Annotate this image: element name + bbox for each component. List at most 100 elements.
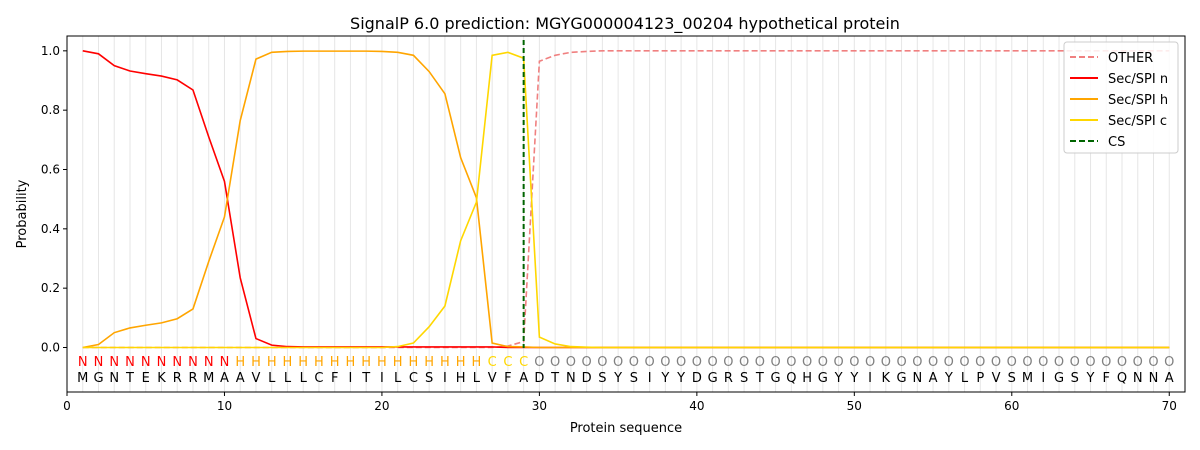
- region-label: O: [1164, 355, 1174, 370]
- residue-label: I: [380, 371, 384, 386]
- region-label: O: [692, 355, 702, 370]
- residue-label: N: [109, 371, 119, 386]
- region-label: H: [424, 355, 434, 370]
- residue-label: S: [598, 371, 606, 386]
- legend-label: CS: [1108, 135, 1125, 150]
- legend-label: Sec/SPI h: [1108, 93, 1168, 108]
- x-tick-label: 10: [217, 399, 232, 413]
- residue-label: F: [504, 371, 511, 386]
- region-label: H: [251, 355, 261, 370]
- residue-label: L: [961, 371, 969, 386]
- legend: OTHER Sec/SPI n Sec/SPI h Sec/SPI c CS: [1063, 41, 1179, 154]
- region-label: O: [645, 355, 655, 370]
- region-label: H: [346, 355, 356, 370]
- residue-label: F: [1103, 371, 1110, 386]
- y-tick-label: 0.2: [41, 281, 60, 295]
- region-label: O: [786, 355, 796, 370]
- region-label: O: [959, 355, 969, 370]
- residue-label: F: [331, 371, 338, 386]
- region-label: O: [1022, 355, 1032, 370]
- residue-label: C: [314, 371, 323, 386]
- residue-label: I: [868, 371, 872, 386]
- region-label: N: [188, 355, 198, 370]
- residue-label: C: [409, 371, 418, 386]
- series-line-sec-spi-n: [82, 50, 1170, 349]
- region-label: N: [204, 355, 214, 370]
- series-line-sec-spi-c: [82, 51, 1170, 349]
- residue-label: S: [1071, 371, 1079, 386]
- residue-label: V: [252, 371, 261, 386]
- region-label: H: [283, 355, 293, 370]
- region-label: H: [314, 355, 324, 370]
- region-label: O: [770, 355, 780, 370]
- region-label: N: [109, 355, 119, 370]
- region-label: N: [172, 355, 182, 370]
- residue-label: A: [220, 371, 229, 386]
- region-label: H: [361, 355, 371, 370]
- region-label: O: [928, 355, 938, 370]
- region-label: O: [881, 355, 891, 370]
- residue-label: S: [1008, 371, 1016, 386]
- residue-label: T: [125, 371, 134, 386]
- legend-label: OTHER: [1108, 51, 1153, 66]
- residue-label: P: [976, 371, 984, 386]
- region-label: O: [849, 355, 859, 370]
- residue-label: R: [188, 371, 197, 386]
- region-label: O: [707, 355, 717, 370]
- residue-label: Q: [786, 371, 796, 386]
- region-label: O: [597, 355, 607, 370]
- region-label: O: [1085, 355, 1095, 370]
- residue-label: I: [1041, 371, 1045, 386]
- y-tick-label: 0.8: [41, 103, 60, 117]
- residue-label: Y: [1086, 371, 1095, 386]
- residue-label: A: [519, 371, 528, 386]
- region-label: H: [393, 355, 403, 370]
- residue-label: G: [1054, 371, 1064, 386]
- y-tick-label: 0.4: [41, 222, 60, 236]
- region-label: H: [472, 355, 482, 370]
- x-tick-label: 40: [689, 399, 704, 413]
- residue-label: Q: [1117, 371, 1127, 386]
- residue-label: D: [534, 371, 544, 386]
- region-label: O: [944, 355, 954, 370]
- region-label: O: [1070, 355, 1080, 370]
- residue-label: T: [755, 371, 764, 386]
- region-label: O: [566, 355, 576, 370]
- region-label: O: [1148, 355, 1158, 370]
- y-tick-label: 1.0: [41, 44, 60, 58]
- region-label: O: [534, 355, 544, 370]
- region-label: O: [912, 355, 922, 370]
- region-label: O: [613, 355, 623, 370]
- region-label: N: [94, 355, 104, 370]
- residue-label: G: [771, 371, 781, 386]
- residue-label: D: [582, 371, 592, 386]
- region-label: O: [676, 355, 686, 370]
- y-tick-label: 0.6: [41, 163, 60, 177]
- region-label: O: [1054, 355, 1064, 370]
- residue-label: Y: [676, 371, 685, 386]
- residue-label: S: [630, 371, 638, 386]
- residue-label: N: [1133, 371, 1143, 386]
- residue-label: T: [550, 371, 559, 386]
- residue-label: L: [300, 371, 308, 386]
- residue-label: S: [425, 371, 433, 386]
- y-tick-label: 0.0: [41, 341, 60, 355]
- legend-label: Sec/SPI c: [1108, 114, 1167, 129]
- region-label: O: [1117, 355, 1127, 370]
- region-label: H: [298, 355, 308, 370]
- residue-label: I: [443, 371, 447, 386]
- residue-label: S: [740, 371, 748, 386]
- residue-label: L: [268, 371, 276, 386]
- region-label: H: [440, 355, 450, 370]
- residue-label: L: [473, 371, 481, 386]
- legend-box: [1063, 41, 1179, 154]
- residue-label: M: [203, 371, 214, 386]
- residue-label: L: [394, 371, 402, 386]
- region-label: O: [550, 355, 560, 370]
- residue-label: Y: [660, 371, 669, 386]
- residue-label: N: [912, 371, 922, 386]
- residue-label: H: [802, 371, 812, 386]
- axes: 0 10 20 30 40 50 60 70 0.0 0.2 0.4 0.6 0.8 1.0: [41, 44, 1177, 413]
- residue-label: Y: [613, 371, 622, 386]
- residue-label: Y: [944, 371, 953, 386]
